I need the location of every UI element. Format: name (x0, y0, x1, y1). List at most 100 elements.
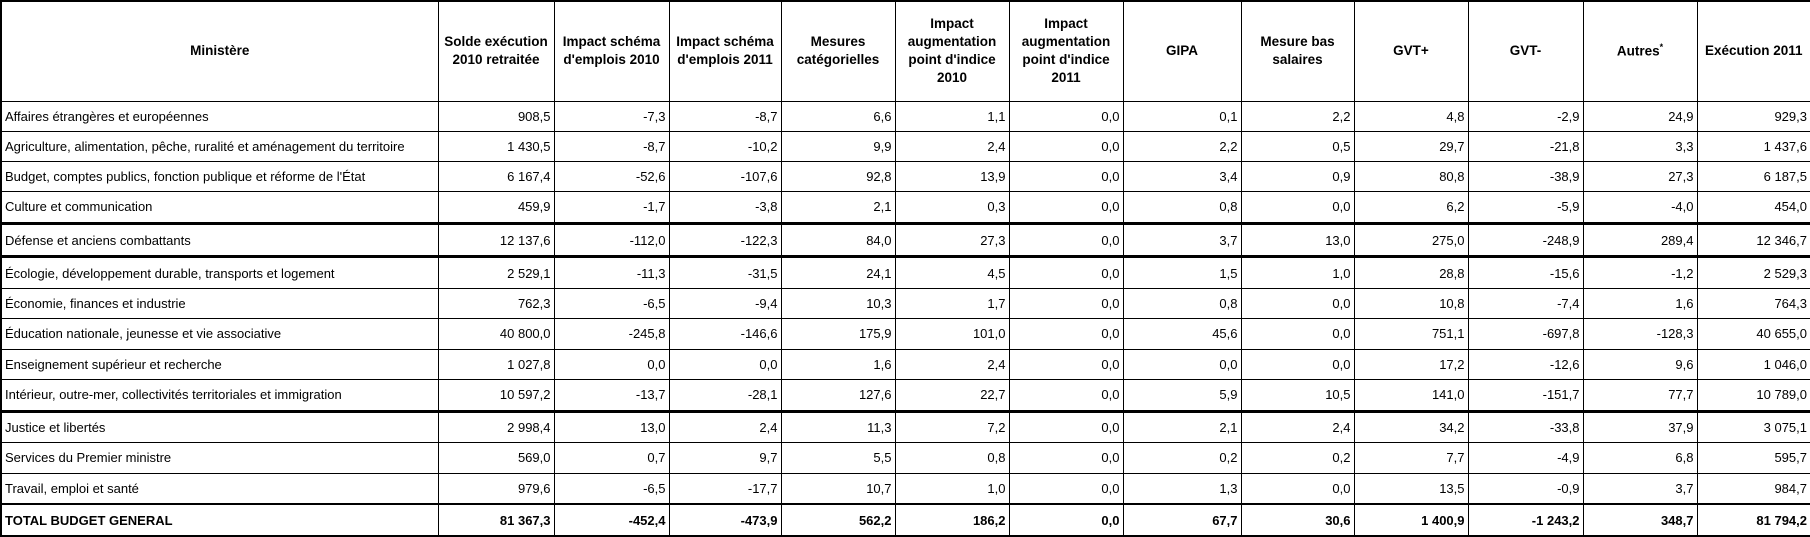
value-cell: 6,8 (1582, 442, 1698, 474)
table-row: Agriculture, alimentation, pêche, rurali… (0, 130, 1810, 162)
value-cell: 10,7 (780, 472, 896, 505)
value-cell: 2,2 (1122, 130, 1242, 162)
value-cell: 27,3 (1582, 160, 1698, 192)
value-cell: 24,9 (1582, 100, 1698, 132)
table-row: Travail, emploi et santé 979,6 -6,5 -17,7 10… (0, 472, 1810, 505)
value-cell: 6,6 (780, 100, 896, 132)
column-header: Autres* (1582, 0, 1698, 102)
column-header: GIPA (1122, 0, 1242, 102)
value-cell: 6 167,4 (437, 160, 555, 192)
value-cell: 595,7 (1696, 442, 1810, 474)
value-cell: 84,0 (780, 222, 896, 259)
value-cell: 0,0 (1240, 348, 1355, 380)
value-cell: -17,7 (668, 472, 782, 505)
value-cell: 1 437,6 (1696, 130, 1810, 162)
value-cell: 1 430,5 (437, 130, 555, 162)
ministry-label: Justice et libertés (0, 410, 439, 444)
value-cell: 0,8 (1122, 190, 1242, 225)
value-cell: 0,3 (894, 190, 1010, 225)
value-cell: 81 367,3 (437, 503, 555, 537)
value-cell: 929,3 (1696, 100, 1810, 132)
column-header: Impact schéma d'emplois 2011 (668, 0, 782, 102)
value-cell: 81 794,2 (1696, 503, 1810, 537)
value-cell: 24,1 (780, 256, 896, 290)
table-row: Éducation nationale, jeunesse et vie ass… (0, 318, 1810, 350)
column-header: Solde exécution 2010 retraitée (437, 0, 555, 102)
ministry-label: Éducation nationale, jeunesse et vie ass… (0, 318, 439, 350)
value-cell: 348,7 (1582, 503, 1698, 537)
ministry-label: Culture et communication (0, 190, 439, 225)
value-cell: -15,6 (1467, 256, 1584, 290)
value-cell: -697,8 (1467, 318, 1584, 350)
value-cell: 1,1 (894, 100, 1010, 132)
value-cell: -0,9 (1467, 472, 1584, 505)
value-cell: -122,3 (668, 222, 782, 259)
value-cell: -6,5 (553, 288, 670, 320)
table-row: Services du Premier ministre 569,0 0,7 9,7 5… (0, 442, 1810, 474)
value-cell: -21,8 (1467, 130, 1584, 162)
value-cell: 0,0 (1008, 160, 1124, 192)
value-cell: 0,0 (1008, 442, 1124, 474)
value-cell: 10,3 (780, 288, 896, 320)
column-header: Ministère (0, 0, 439, 102)
value-cell: 289,4 (1582, 222, 1698, 259)
table-row: Budget, comptes publics, fonction publiq… (0, 160, 1810, 192)
value-cell: 1,6 (780, 348, 896, 380)
table-row: Affaires étrangères et européennes 908,5-… (0, 100, 1810, 132)
value-cell: 40 655,0 (1696, 318, 1810, 350)
value-cell: -6,5 (553, 472, 670, 505)
column-header: Exécution 2011 (1696, 0, 1810, 102)
value-cell: -1,7 (553, 190, 670, 225)
value-cell: 2,1 (780, 190, 896, 225)
value-cell: 45,6 (1122, 318, 1242, 350)
value-cell: 762,3 (437, 288, 555, 320)
ministry-label: Écologie, développement durable, transpo… (0, 256, 439, 290)
value-cell: 0,0 (1008, 288, 1124, 320)
ministry-label: Économie, finances et industrie (0, 288, 439, 320)
value-cell: -1,2 (1582, 256, 1698, 290)
value-cell: -245,8 (553, 318, 670, 350)
value-cell: 13,9 (894, 160, 1010, 192)
value-cell: 29,7 (1353, 130, 1469, 162)
value-cell: -12,6 (1467, 348, 1584, 380)
value-cell: 1,0 (894, 472, 1010, 505)
value-cell: 0,0 (1008, 256, 1124, 290)
value-cell: -8,7 (668, 100, 782, 132)
header-row: Ministère Solde exécution 2010 retraitée I… (0, 0, 1810, 102)
value-cell: 0,0 (1008, 318, 1124, 350)
value-cell: -38,9 (1467, 160, 1584, 192)
ministry-label: TOTAL BUDGET GENERAL (0, 503, 439, 537)
value-cell: 186,2 (894, 503, 1010, 537)
table-header: Ministère Solde exécution 2010 retraitée I… (0, 0, 1810, 102)
value-cell: 0,7 (553, 442, 670, 474)
value-cell: 454,0 (1696, 190, 1810, 225)
table-row: Économie, finances et industrie 762,3 -6,5… (0, 288, 1810, 320)
value-cell: 4,8 (1353, 100, 1469, 132)
value-cell: -107,6 (668, 160, 782, 192)
value-cell: 28,8 (1353, 256, 1469, 290)
value-cell: -248,9 (1467, 222, 1584, 259)
value-cell: 0,0 (1008, 410, 1124, 444)
value-cell: 175,9 (780, 318, 896, 350)
value-cell: 984,7 (1696, 472, 1810, 505)
footnote-asterisk: * (1659, 42, 1664, 53)
value-cell: 11,3 (780, 410, 896, 444)
value-cell: 13,0 (553, 410, 670, 444)
value-cell: 3,4 (1122, 160, 1242, 192)
value-cell: 3,7 (1122, 222, 1242, 259)
value-cell: 12 137,6 (437, 222, 555, 259)
value-cell: 4,5 (894, 256, 1010, 290)
value-cell: 0,0 (1008, 348, 1124, 380)
value-cell: 1 027,8 (437, 348, 555, 380)
value-cell: 751,1 (1353, 318, 1469, 350)
value-cell: 2,2 (1240, 100, 1355, 132)
value-cell: 6,2 (1353, 190, 1469, 225)
value-cell: 27,3 (894, 222, 1010, 259)
value-cell: 5,9 (1122, 378, 1242, 413)
value-cell: 979,6 (437, 472, 555, 505)
value-cell: 2,4 (894, 348, 1010, 380)
value-cell: 1,5 (1122, 256, 1242, 290)
table-row: Défense et anciens combattants 12 137,6 -1… (0, 222, 1810, 259)
ministry-label: Affaires étrangères et européennes (0, 100, 439, 132)
value-cell: 0,8 (894, 442, 1010, 474)
